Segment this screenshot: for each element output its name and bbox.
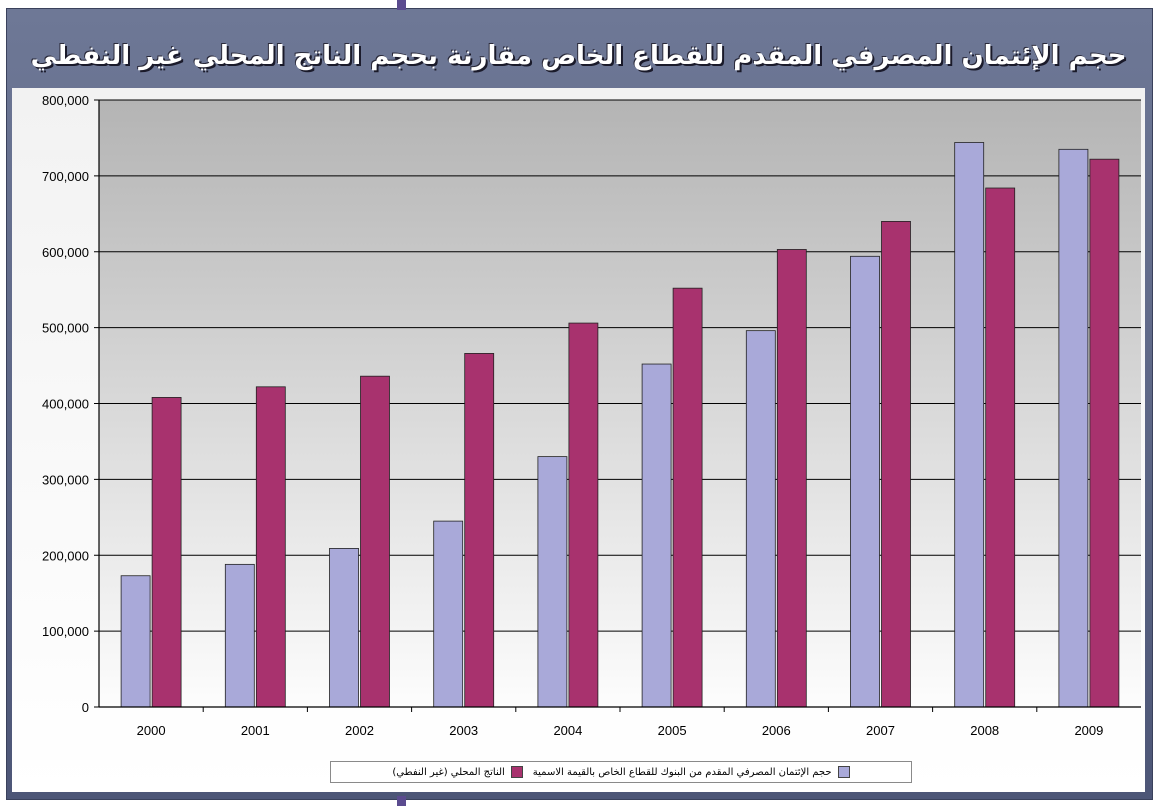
- bar-credit: [641, 363, 672, 708]
- bar-credit: [850, 255, 880, 708]
- x-tick-label: 2009: [1074, 723, 1103, 738]
- y-tick-label: 700,000: [42, 169, 89, 184]
- legend-item-gdp: الناتج المحلي (غير النفطي): [392, 766, 523, 778]
- legend-swatch-gdp: [510, 766, 523, 778]
- bar-gdp: [1089, 158, 1120, 708]
- x-tick-label: 2006: [762, 723, 791, 738]
- axes: [98, 100, 1141, 708]
- bar-gdp: [776, 249, 807, 708]
- connector-bottom-decoration: [397, 796, 406, 806]
- y-tick-label: 400,000: [42, 397, 89, 412]
- bar-credit: [537, 456, 568, 708]
- x-tick-label: 2007: [866, 723, 895, 738]
- bar-credit: [120, 575, 151, 708]
- legend: الناتج المحلي (غير النفطي) حجم الإئتمان …: [330, 761, 912, 783]
- bar-gdp: [255, 386, 286, 708]
- y-tick-label: 600,000: [42, 245, 89, 260]
- bar-gdp: [881, 220, 911, 708]
- bar-credit: [224, 563, 255, 708]
- y-tick-label: 100,000: [42, 624, 89, 639]
- y-tick-label: 0: [82, 700, 89, 715]
- bar-gdp: [151, 397, 182, 708]
- x-tick-label: 2005: [658, 723, 687, 738]
- bar-credit: [433, 520, 464, 708]
- bar-credit: [954, 142, 985, 708]
- x-tick-label: 2000: [137, 723, 166, 738]
- legend-swatch-credit: [837, 766, 850, 778]
- y-tick-label: 200,000: [42, 548, 89, 563]
- x-tick-label: 2003: [449, 723, 478, 738]
- x-tick-labels: 2000 2001 2002 2003 2004 2005 2006 2007 2008 2009: [137, 723, 1104, 738]
- y-tick-label: 800,000: [42, 93, 89, 108]
- y-tick-labels: 0 100,000 200,000 300,000 400,000 500,000 600,…: [42, 93, 89, 715]
- bar-credit: [329, 548, 359, 708]
- bar-gdp: [464, 353, 495, 708]
- x-tick-label: 2001: [241, 723, 270, 738]
- connector-top-decoration: [397, 0, 406, 10]
- bar-gdp: [360, 375, 390, 708]
- x-tick-label: 2004: [553, 723, 582, 738]
- x-tick-label: 2002: [345, 723, 374, 738]
- bar-gdp: [672, 287, 703, 708]
- legend-label-credit: حجم الإئتمان المصرفي المقدم من البنوك لل…: [532, 766, 832, 778]
- legend-label-gdp: الناتج المحلي (غير النفطي): [392, 766, 505, 778]
- x-tick-label: 2008: [970, 723, 999, 738]
- bar-credit: [1058, 148, 1089, 708]
- bar-credit: [745, 330, 776, 708]
- y-tick-label: 500,000: [42, 321, 89, 336]
- legend-item-credit: حجم الإئتمان المصرفي المقدم من البنوك لل…: [533, 766, 850, 778]
- bars: [120, 142, 1120, 708]
- bar-gdp: [568, 322, 599, 708]
- bar-gdp: [985, 187, 1016, 708]
- y-tick-label: 300,000: [42, 472, 89, 487]
